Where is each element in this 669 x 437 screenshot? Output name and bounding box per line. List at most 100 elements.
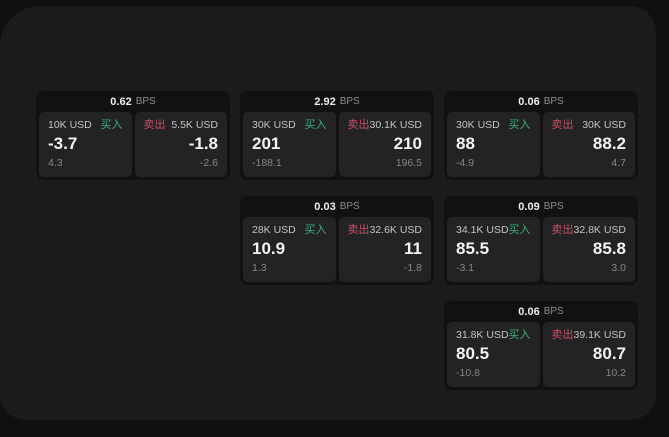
sell-change: 10.2: [605, 367, 626, 379]
bps-unit: BPS: [543, 96, 564, 107]
buy-price: 10.9: [252, 239, 286, 258]
buy-tile[interactable]: 30K USD 买入 201 -188.1: [243, 112, 336, 177]
bps-value: 0.03: [314, 200, 336, 213]
sell-tile[interactable]: 卖出 30.1K USD 210 196.5: [338, 112, 431, 177]
sell-amount: 5.5K USD: [171, 119, 218, 131]
quote-card-body: 30K USD 买入 88 -4.9 卖出 30K USD 88.2 4.7: [444, 112, 638, 180]
buy-tile-top: 30K USD 买入: [456, 119, 531, 131]
sell-label: 卖出: [143, 119, 166, 131]
buy-change: 1.3: [252, 262, 267, 274]
quote-card: 2.92 BPS 30K USD 买入 201 -188.1 卖出 30.1K …: [240, 91, 434, 180]
sell-tile[interactable]: 卖出 32.6K USD 11 -1.8: [338, 217, 431, 282]
bps-header: 0.09 BPS: [444, 196, 638, 217]
bps-header: 0.03 BPS: [240, 196, 434, 217]
sell-amount: 32.6K USD: [369, 224, 423, 236]
buy-price: 201: [252, 134, 281, 153]
bps-value: 0.06: [518, 305, 540, 318]
buy-tile-top: 31.8K USD 买入: [456, 329, 531, 341]
bps-unit: BPS: [543, 201, 564, 212]
buy-amount: 30K USD: [252, 119, 296, 131]
buy-tile[interactable]: 10K USD 买入 -3.7 4.3: [39, 112, 132, 177]
quote-card: 0.03 BPS 28K USD 买入 10.9 1.3 卖出 32.6K US…: [240, 196, 434, 285]
sell-amount: 39.1K USD: [573, 329, 627, 341]
buy-amount: 28K USD: [252, 224, 296, 236]
buy-tile[interactable]: 28K USD 买入 10.9 1.3: [243, 217, 336, 282]
bps-unit: BPS: [339, 201, 360, 212]
sell-price: 210: [393, 134, 422, 153]
sell-tile-top: 卖出 32.6K USD: [348, 224, 423, 236]
buy-tile-top: 34.1K USD 买入: [456, 224, 531, 236]
buy-label: 买入: [508, 329, 531, 341]
sell-tile[interactable]: 卖出 5.5K USD -1.8 -2.6: [134, 112, 227, 177]
buy-tile-top: 28K USD 买入: [252, 224, 327, 236]
sell-tile-top: 卖出 30K USD: [552, 119, 627, 131]
buy-price: -3.7: [48, 134, 78, 153]
buy-change: 4.3: [48, 157, 63, 169]
bps-value: 2.92: [314, 95, 336, 108]
sell-tile-top: 卖出 5.5K USD: [144, 119, 219, 131]
quote-card: 0.06 BPS 31.8K USD 买入 80.5 -10.8 卖出 39.1…: [444, 301, 638, 390]
quote-card: 0.09 BPS 34.1K USD 买入 85.5 -3.1 卖出 32.8K…: [444, 196, 638, 285]
buy-tile[interactable]: 34.1K USD 买入 85.5 -3.1: [447, 217, 540, 282]
bps-unit: BPS: [339, 96, 360, 107]
sell-price: -1.8: [188, 134, 218, 153]
sell-change: -1.8: [403, 262, 422, 274]
quote-card: 0.06 BPS 30K USD 买入 88 -4.9 卖出 30K USD 8…: [444, 91, 638, 180]
sell-change: -2.6: [199, 157, 218, 169]
buy-label: 买入: [508, 119, 531, 131]
sell-label: 卖出: [347, 119, 370, 131]
quote-card: 0.62 BPS 10K USD 买入 -3.7 4.3 卖出 5.5K USD…: [36, 91, 230, 180]
buy-price: 88: [456, 134, 475, 153]
sell-price: 88.2: [592, 134, 626, 153]
bps-unit: BPS: [543, 306, 564, 317]
bps-header: 0.06 BPS: [444, 91, 638, 112]
main-panel: 0.62 BPS 10K USD 买入 -3.7 4.3 卖出 5.5K USD…: [0, 6, 656, 420]
quote-card-body: 10K USD 买入 -3.7 4.3 卖出 5.5K USD -1.8 -2.…: [36, 112, 230, 180]
sell-tile[interactable]: 卖出 32.8K USD 85.8 3.0: [542, 217, 635, 282]
bps-header: 0.62 BPS: [36, 91, 230, 112]
buy-change: -4.9: [456, 157, 475, 169]
buy-tile[interactable]: 30K USD 买入 88 -4.9: [447, 112, 540, 177]
buy-change: -188.1: [252, 157, 282, 169]
buy-label: 买入: [508, 224, 531, 236]
sell-tile[interactable]: 卖出 39.1K USD 80.7 10.2: [542, 322, 635, 387]
sell-amount: 30K USD: [582, 119, 626, 131]
sell-price: 80.7: [592, 344, 626, 363]
sell-price: 11: [404, 239, 422, 258]
sell-label: 卖出: [551, 329, 574, 341]
quote-card-body: 34.1K USD 买入 85.5 -3.1 卖出 32.8K USD 85.8…: [444, 217, 638, 285]
bps-value: 0.62: [110, 95, 132, 108]
quote-card-body: 31.8K USD 买入 80.5 -10.8 卖出 39.1K USD 80.…: [444, 322, 638, 390]
sell-change: 196.5: [395, 157, 422, 169]
sell-tile-top: 卖出 32.8K USD: [552, 224, 627, 236]
quote-card-body: 30K USD 买入 201 -188.1 卖出 30.1K USD 210 1…: [240, 112, 434, 180]
bps-header: 2.92 BPS: [240, 91, 434, 112]
buy-amount: 34.1K USD: [456, 224, 509, 236]
sell-tile[interactable]: 卖出 30K USD 88.2 4.7: [542, 112, 635, 177]
sell-amount: 30.1K USD: [369, 119, 423, 131]
buy-tile-top: 10K USD 买入: [48, 119, 123, 131]
buy-change: -3.1: [456, 262, 475, 274]
sell-price: 85.8: [592, 239, 626, 258]
sell-tile-top: 卖出 30.1K USD: [348, 119, 423, 131]
sell-label: 卖出: [551, 224, 574, 236]
sell-amount: 32.8K USD: [573, 224, 627, 236]
buy-change: -10.8: [456, 367, 480, 379]
sell-change: 4.7: [611, 157, 626, 169]
buy-price: 80.5: [456, 344, 490, 363]
buy-amount: 30K USD: [456, 119, 500, 131]
buy-amount: 10K USD: [48, 119, 92, 131]
sell-label: 卖出: [551, 119, 574, 131]
bps-value: 0.06: [518, 95, 540, 108]
buy-tile[interactable]: 31.8K USD 买入 80.5 -10.8: [447, 322, 540, 387]
sell-tile-top: 卖出 39.1K USD: [552, 329, 627, 341]
bps-unit: BPS: [135, 96, 156, 107]
sell-label: 卖出: [347, 224, 370, 236]
buy-label: 买入: [304, 119, 327, 131]
sell-change: 3.0: [611, 262, 626, 274]
buy-price: 85.5: [456, 239, 490, 258]
buy-label: 买入: [100, 119, 123, 131]
buy-label: 买入: [304, 224, 327, 236]
buy-tile-top: 30K USD 买入: [252, 119, 327, 131]
